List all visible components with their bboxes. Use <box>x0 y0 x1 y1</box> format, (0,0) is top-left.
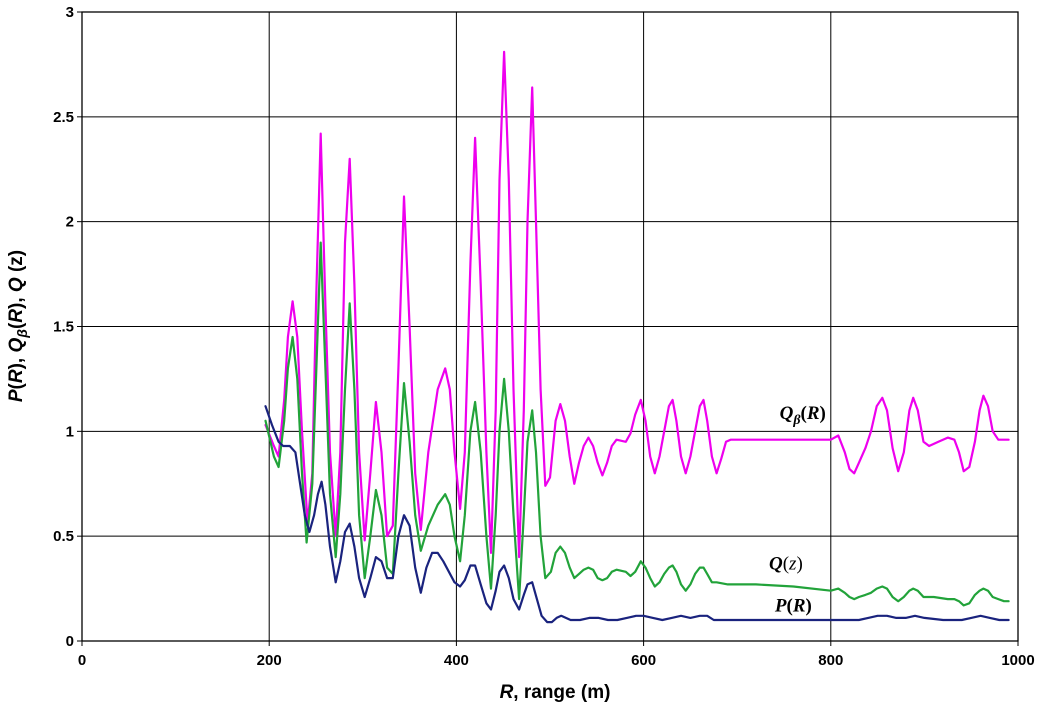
series-layer <box>264 50 1010 624</box>
q-beta-r-label: Qβ(R) <box>780 403 826 428</box>
y-tick-label: 0.5 <box>53 528 74 545</box>
q-z-line <box>264 241 1010 607</box>
y-tick-label: 0 <box>66 633 74 650</box>
x-tick-label: 0 <box>78 652 86 669</box>
p-r-line <box>264 405 1010 624</box>
x-tick-label: 200 <box>257 652 282 669</box>
y-axis-title: P(R), Qβ(R), Q (z) <box>6 250 30 402</box>
p-r-label: P(R) <box>774 596 812 617</box>
gridlines <box>82 12 1018 641</box>
y-tick-label: 2 <box>66 214 74 231</box>
x-axis-ticks: 0 200 400 600 800 1000 <box>78 641 1035 669</box>
x-axis-title: R, range (m) <box>500 682 611 703</box>
y-tick-label: 3 <box>66 4 74 21</box>
x-tick-label: 400 <box>444 652 469 669</box>
series-labels: Qβ(R) Q(z) P(R) <box>769 403 826 617</box>
y-tick-label: 2.5 <box>53 109 74 126</box>
y-tick-label: 1 <box>66 423 74 440</box>
x-tick-label: 800 <box>818 652 843 669</box>
x-tick-label: 600 <box>631 652 656 669</box>
x-tick-label: 1000 <box>1001 652 1034 669</box>
y-tick-label: 1.5 <box>53 319 74 336</box>
q-z-label: Q(z) <box>769 554 803 575</box>
q-beta-r-line <box>264 50 1010 559</box>
y-axis-ticks: 0 0.5 1 1.5 2 2.5 3 <box>53 4 82 650</box>
